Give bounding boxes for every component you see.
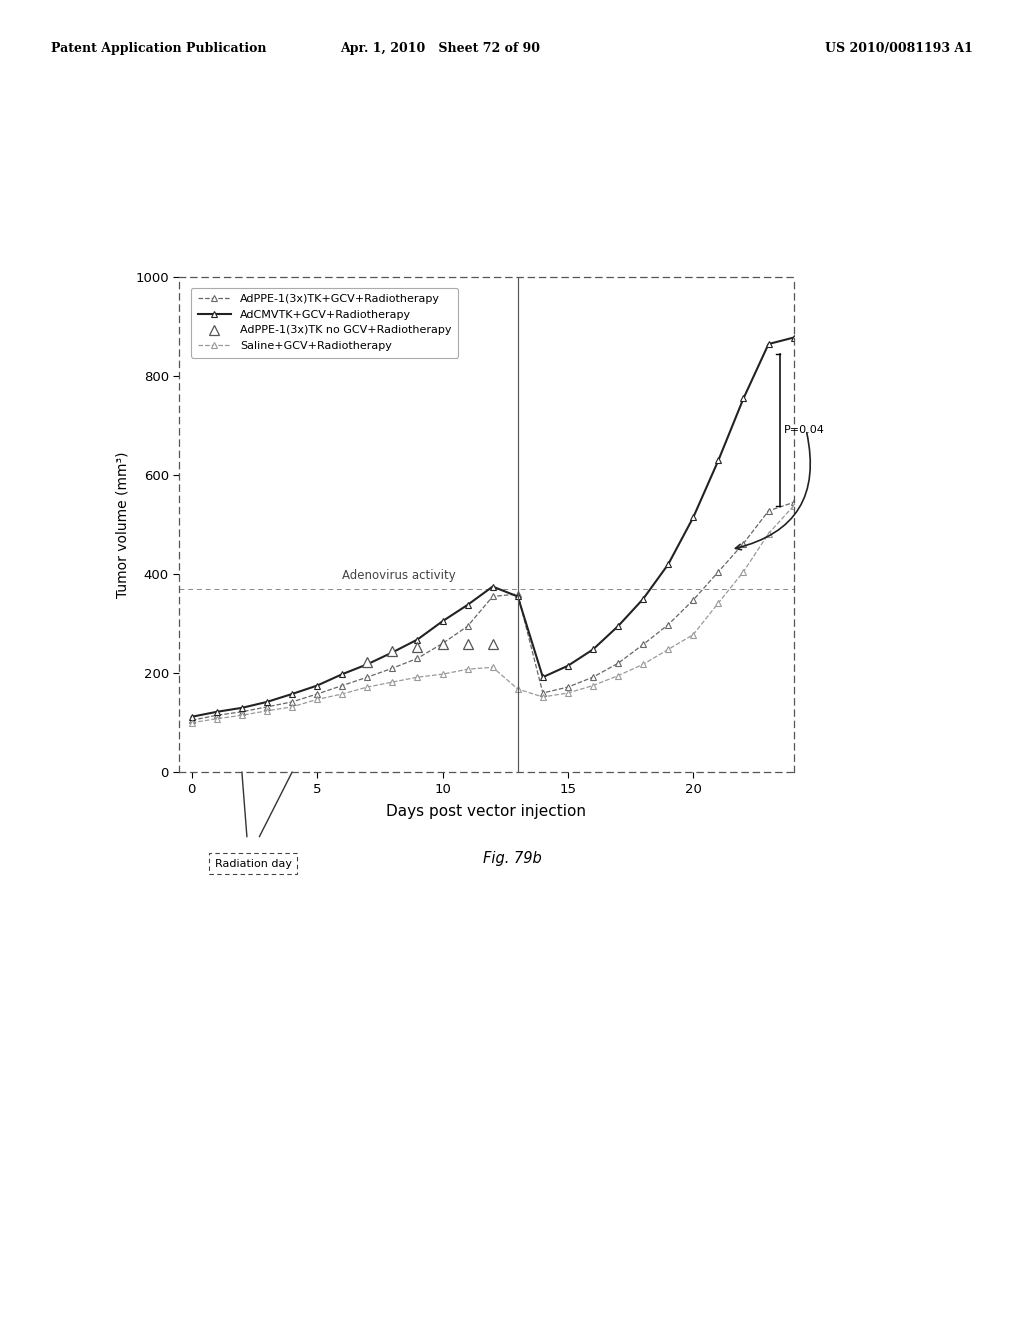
AdPPE-1(3x)TK+GCV+Radiotherapy [737, 536, 750, 552]
AdPPE-1(3x)TK+GCV+Radiotherapy [311, 686, 324, 702]
AdCMVTK+GCV+Radiotherapy [713, 453, 725, 469]
Saline+GCV+Radiotherapy [737, 564, 750, 579]
Saline+GCV+Radiotherapy [562, 685, 574, 701]
AdCMVTK+GCV+Radiotherapy [512, 589, 524, 605]
AdPPE-1(3x)TK+GCV+Radiotherapy [612, 656, 625, 672]
AdCMVTK+GCV+Radiotherapy [537, 669, 549, 685]
Saline+GCV+Radiotherapy [587, 677, 599, 693]
Saline+GCV+Radiotherapy [663, 642, 675, 657]
Y-axis label: Tumor volume (mm³): Tumor volume (mm³) [116, 451, 130, 598]
AdCMVTK+GCV+Radiotherapy [311, 677, 324, 693]
AdPPE-1(3x)TK+GCV+Radiotherapy [361, 669, 374, 685]
AdPPE-1(3x)TK+GCV+Radiotherapy [486, 589, 499, 605]
Line: AdPPE-1(3x)TK no GCV+Radiotherapy: AdPPE-1(3x)TK no GCV+Radiotherapy [362, 639, 498, 667]
Text: Radiation day: Radiation day [215, 859, 292, 869]
Saline+GCV+Radiotherapy [462, 661, 474, 677]
Saline+GCV+Radiotherapy [612, 668, 625, 684]
Saline+GCV+Radiotherapy [486, 660, 499, 676]
Line: AdCMVTK+GCV+Radiotherapy: AdCMVTK+GCV+Radiotherapy [189, 335, 797, 719]
AdPPE-1(3x)TK+GCV+Radiotherapy [185, 713, 198, 729]
Saline+GCV+Radiotherapy [412, 669, 424, 685]
Saline+GCV+Radiotherapy [311, 692, 324, 708]
AdCMVTK+GCV+Radiotherapy [211, 704, 223, 719]
Legend: AdPPE-1(3x)TK+GCV+Radiotherapy, AdCMVTK+GCV+Radiotherapy, AdPPE-1(3x)TK no GCV+R: AdPPE-1(3x)TK+GCV+Radiotherapy, AdCMVTK+… [190, 288, 458, 358]
AdPPE-1(3x)TK+GCV+Radiotherapy [587, 669, 599, 685]
AdCMVTK+GCV+Radiotherapy [687, 510, 699, 525]
Saline+GCV+Radiotherapy [763, 525, 775, 541]
Saline+GCV+Radiotherapy [286, 700, 298, 715]
AdCMVTK+GCV+Radiotherapy [587, 642, 599, 657]
AdPPE-1(3x)TK+GCV+Radiotherapy [537, 685, 549, 701]
AdPPE-1(3x)TK+GCV+Radiotherapy [436, 636, 449, 652]
X-axis label: Days post vector injection: Days post vector injection [386, 804, 587, 818]
AdCMVTK+GCV+Radiotherapy [286, 686, 298, 702]
AdCMVTK+GCV+Radiotherapy [336, 667, 348, 682]
AdCMVTK+GCV+Radiotherapy [486, 578, 499, 594]
AdPPE-1(3x)TK+GCV+Radiotherapy [412, 651, 424, 667]
AdCMVTK+GCV+Radiotherapy [612, 618, 625, 634]
Text: P=0.04: P=0.04 [783, 425, 824, 434]
Saline+GCV+Radiotherapy [185, 715, 198, 731]
AdCMVTK+GCV+Radiotherapy [787, 330, 800, 346]
AdPPE-1(3x)TK no GCV+Radiotherapy [412, 640, 424, 656]
AdPPE-1(3x)TK+GCV+Radiotherapy [562, 678, 574, 694]
AdPPE-1(3x)TK+GCV+Radiotherapy [763, 503, 775, 519]
AdPPE-1(3x)TK+GCV+Radiotherapy [236, 704, 248, 719]
Saline+GCV+Radiotherapy [512, 681, 524, 697]
Saline+GCV+Radiotherapy [637, 656, 649, 672]
AdPPE-1(3x)TK+GCV+Radiotherapy [637, 636, 649, 652]
AdCMVTK+GCV+Radiotherapy [763, 337, 775, 352]
AdPPE-1(3x)TK no GCV+Radiotherapy [486, 636, 499, 652]
Saline+GCV+Radiotherapy [787, 498, 800, 513]
AdCMVTK+GCV+Radiotherapy [663, 557, 675, 573]
Text: Adenovirus activity: Adenovirus activity [342, 569, 456, 582]
AdPPE-1(3x)TK no GCV+Radiotherapy [436, 636, 449, 652]
AdPPE-1(3x)TK+GCV+Radiotherapy [687, 591, 699, 607]
AdCMVTK+GCV+Radiotherapy [436, 614, 449, 630]
AdCMVTK+GCV+Radiotherapy [562, 657, 574, 673]
AdPPE-1(3x)TK+GCV+Radiotherapy [386, 660, 398, 676]
Text: US 2010/0081193 A1: US 2010/0081193 A1 [825, 42, 973, 55]
AdCMVTK+GCV+Radiotherapy [637, 591, 649, 607]
AdPPE-1(3x)TK+GCV+Radiotherapy [512, 586, 524, 602]
Line: AdPPE-1(3x)TK+GCV+Radiotherapy: AdPPE-1(3x)TK+GCV+Radiotherapy [189, 500, 797, 723]
AdCMVTK+GCV+Radiotherapy [185, 709, 198, 725]
AdCMVTK+GCV+Radiotherapy [386, 644, 398, 660]
AdPPE-1(3x)TK+GCV+Radiotherapy [462, 618, 474, 634]
AdPPE-1(3x)TK+GCV+Radiotherapy [336, 677, 348, 693]
AdCMVTK+GCV+Radiotherapy [361, 656, 374, 672]
AdPPE-1(3x)TK+GCV+Radiotherapy [787, 495, 800, 511]
AdCMVTK+GCV+Radiotherapy [462, 597, 474, 612]
AdCMVTK+GCV+Radiotherapy [412, 632, 424, 648]
Saline+GCV+Radiotherapy [236, 708, 248, 723]
AdPPE-1(3x)TK+GCV+Radiotherapy [211, 708, 223, 723]
Saline+GCV+Radiotherapy [687, 627, 699, 643]
Text: Fig. 79b: Fig. 79b [482, 851, 542, 866]
Text: Apr. 1, 2010   Sheet 72 of 90: Apr. 1, 2010 Sheet 72 of 90 [340, 42, 541, 55]
AdPPE-1(3x)TK no GCV+Radiotherapy [462, 636, 474, 652]
Saline+GCV+Radiotherapy [386, 675, 398, 690]
AdCMVTK+GCV+Radiotherapy [737, 391, 750, 407]
Saline+GCV+Radiotherapy [336, 686, 348, 702]
AdPPE-1(3x)TK+GCV+Radiotherapy [713, 564, 725, 579]
AdPPE-1(3x)TK+GCV+Radiotherapy [286, 694, 298, 710]
AdCMVTK+GCV+Radiotherapy [261, 694, 273, 710]
Saline+GCV+Radiotherapy [537, 689, 549, 705]
AdCMVTK+GCV+Radiotherapy [236, 700, 248, 715]
Saline+GCV+Radiotherapy [713, 595, 725, 611]
Saline+GCV+Radiotherapy [261, 702, 273, 718]
Line: Saline+GCV+Radiotherapy: Saline+GCV+Radiotherapy [189, 503, 797, 726]
Saline+GCV+Radiotherapy [361, 678, 374, 694]
Text: Patent Application Publication: Patent Application Publication [51, 42, 266, 55]
Saline+GCV+Radiotherapy [211, 710, 223, 726]
AdPPE-1(3x)TK no GCV+Radiotherapy [361, 655, 374, 671]
AdPPE-1(3x)TK no GCV+Radiotherapy [386, 643, 398, 659]
AdPPE-1(3x)TK+GCV+Radiotherapy [261, 700, 273, 715]
AdPPE-1(3x)TK+GCV+Radiotherapy [663, 616, 675, 632]
Saline+GCV+Radiotherapy [436, 667, 449, 682]
